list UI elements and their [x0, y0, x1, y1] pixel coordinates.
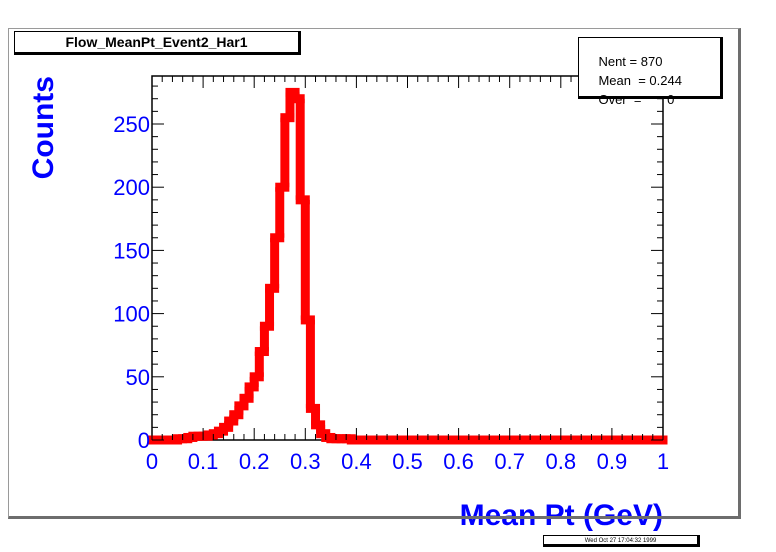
x-tick-label: 0.4 [341, 449, 372, 474]
x-tick-label: 0.7 [494, 449, 525, 474]
y-tick-label: 250 [113, 112, 150, 137]
y-tick-label: 0 [138, 428, 150, 453]
x-tick-label: 0.6 [443, 449, 474, 474]
stats-row-entries: Nent = 870 [584, 39, 662, 84]
x-tick-label: 0.2 [239, 449, 270, 474]
x-tick-label: 1 [657, 449, 669, 474]
x-axis-label: Mean Pt (GeV) [460, 499, 663, 532]
y-tick-label: 150 [113, 238, 150, 263]
stats-label-overflow: Over = [598, 92, 646, 107]
stats-row-mean: Mean = 0.244 [584, 58, 682, 103]
histogram-title: Flow_MeanPt_Event2_Har1 [14, 31, 301, 55]
y-axis-label: Counts [27, 76, 60, 179]
x-tick-label: 0.3 [290, 449, 321, 474]
y-tick-label: 50 [126, 365, 150, 390]
y-tick-label: 100 [113, 302, 150, 327]
x-tick-label: 0.5 [392, 449, 423, 474]
datestamp-label: Wed Oct 27 17:04:32 1999 [543, 535, 700, 547]
x-tick-label: 0.9 [597, 449, 628, 474]
x-tick-label: 0.1 [188, 449, 219, 474]
stats-box: Nent = 870 Mean = 0.244 Over = 0 [578, 37, 723, 107]
stats-label-mean: Mean = [598, 73, 650, 88]
stats-value-entries: 870 [640, 54, 663, 69]
plot-frame [151, 75, 664, 441]
stats-row-overflow: Over = 0 [584, 77, 674, 122]
stats-value-overflow: 0 [667, 92, 675, 107]
stats-value-mean: 0.244 [649, 73, 682, 88]
y-tick-label: 200 [113, 175, 150, 200]
x-tick-label: 0 [146, 449, 158, 474]
stats-label-entries: Nent = [598, 54, 641, 69]
x-tick-label: 0.8 [546, 449, 577, 474]
